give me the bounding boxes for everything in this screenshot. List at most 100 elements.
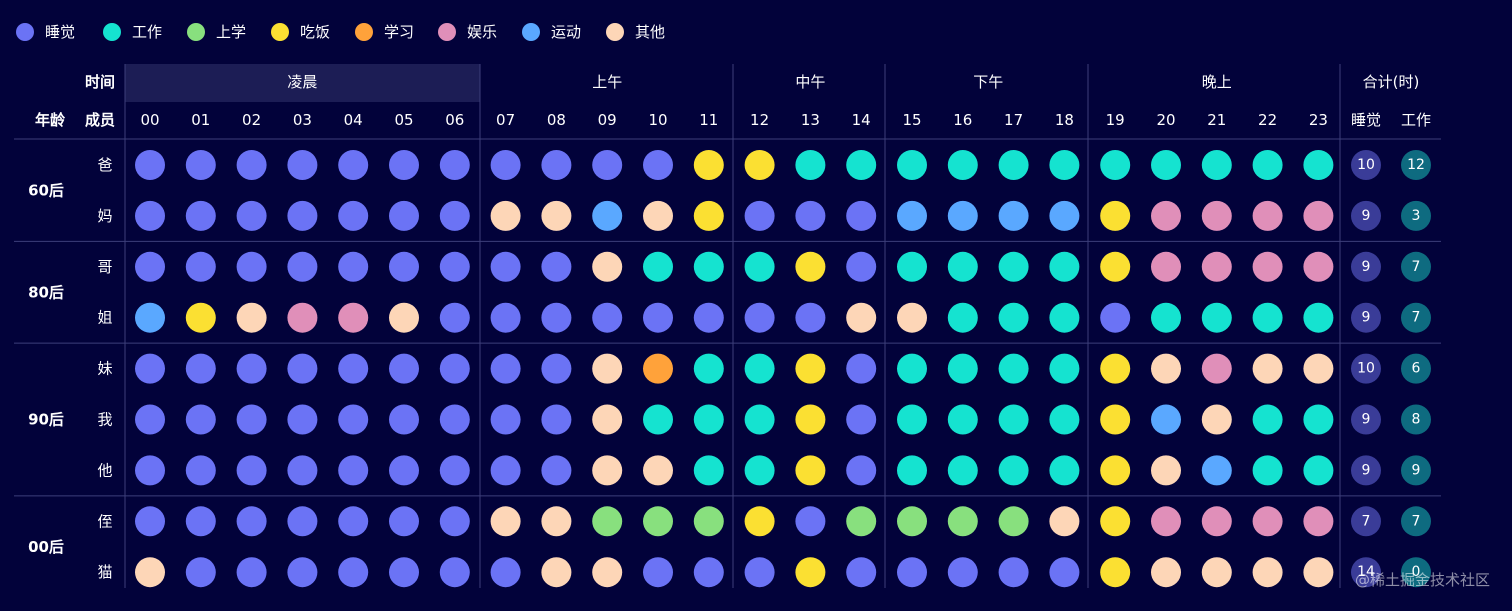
activity-dot [744,251,775,282]
activity-dot [541,150,572,180]
activity-dot [592,353,623,384]
hour-tick-label: 04 [344,111,363,129]
activity-dot [236,150,267,180]
hour-tick-label: 23 [1309,111,1328,129]
activity-dot [1049,404,1080,435]
sleep-total-value: 10 [1357,361,1375,377]
activity-dot [998,302,1029,333]
activity-dot [185,506,216,537]
activity-dot [389,506,419,537]
work-total-badge [1401,302,1431,333]
activity-dot [947,455,978,486]
activity-dot [998,506,1029,537]
activity-dot [490,200,521,231]
activity-dot [744,506,775,537]
activity-dot [338,200,369,231]
activity-dot [592,557,623,588]
total-header: 合计(时) [1363,73,1420,91]
hour-tick-label: 03 [293,111,312,129]
activity-dot [1201,200,1232,231]
activity-dot [846,455,877,486]
activity-dot [947,506,978,537]
activity-dot [1100,506,1131,537]
hour-tick-label: 14 [852,111,871,129]
activity-dot [846,353,877,384]
legend-label: 吃饭 [300,23,330,41]
activity-dot [1303,557,1334,588]
activity-dot [338,506,369,537]
work-total-badge [1401,251,1431,282]
activity-dot [1303,251,1334,282]
sleep-total-value: 9 [1362,462,1371,478]
activity-dot [287,200,318,231]
activity-dot [135,455,165,486]
activity-dot [490,353,521,384]
legend-marker [103,23,121,41]
work-total-badge [1401,404,1431,435]
activity-dot [1100,353,1131,384]
legend-label: 学习 [384,23,414,41]
member-label: 姐 [97,309,112,327]
activity-dot [846,150,877,180]
period-label: 中午 [795,73,825,91]
activity-dot [846,251,877,282]
activity-dot [287,404,318,435]
legend-label: 运动 [551,23,581,41]
work-total-value: 7 [1412,513,1421,529]
work-total-value: 7 [1412,259,1421,275]
activity-dot [135,506,165,537]
activity-dot [338,302,369,333]
period-label: 晚上 [1202,73,1232,91]
activity-dot [1252,302,1283,333]
activity-dot [643,353,673,384]
period-label: 上午 [592,73,622,91]
activity-dot [795,404,826,435]
hour-tick-label: 18 [1055,111,1074,129]
activity-dot [643,404,673,435]
activity-dot [947,302,978,333]
activity-dot [1303,455,1334,486]
activity-dot [592,455,623,486]
activity-dot [1100,200,1131,231]
activity-dot [947,251,978,282]
activity-dot [795,455,826,486]
activity-dot [1303,302,1334,333]
activity-dot [287,150,318,180]
activity-dot [643,200,673,231]
activity-dot [1151,506,1181,537]
age-group-label: 00后 [28,538,64,556]
activity-dot [185,200,216,231]
activity-dot [439,150,470,180]
work-total-value: 3 [1412,208,1421,224]
activity-dot [947,150,978,180]
hour-tick-label: 01 [191,111,210,129]
sleep-total-value: 9 [1362,259,1371,275]
age-group-label: 90后 [28,411,64,429]
activity-dot [998,200,1029,231]
activity-dot [1201,302,1232,333]
activity-dot [693,302,724,333]
sleep-total-badge [1351,506,1381,537]
work-total-value: 7 [1412,310,1421,326]
activity-dot [1049,302,1080,333]
activity-dot [846,404,877,435]
activity-dot [1303,506,1334,537]
activity-dot [1151,404,1181,435]
hour-tick-label: 17 [1004,111,1023,129]
activity-dot [236,404,267,435]
activity-dot [185,557,216,588]
work-total-badge [1401,506,1431,537]
member-label: 猫 [97,563,112,581]
activity-dot [643,506,673,537]
activity-dot [1303,200,1334,231]
activity-dot [1303,150,1334,180]
activity-dot [897,302,927,333]
activity-dot [998,455,1029,486]
activity-dot [1252,150,1283,180]
activity-dot [185,150,216,180]
activity-dot [1252,506,1283,537]
activity-dot [1151,251,1181,282]
hour-tick-label: 08 [547,111,566,129]
activity-dot [541,455,572,486]
activity-dot [643,251,673,282]
